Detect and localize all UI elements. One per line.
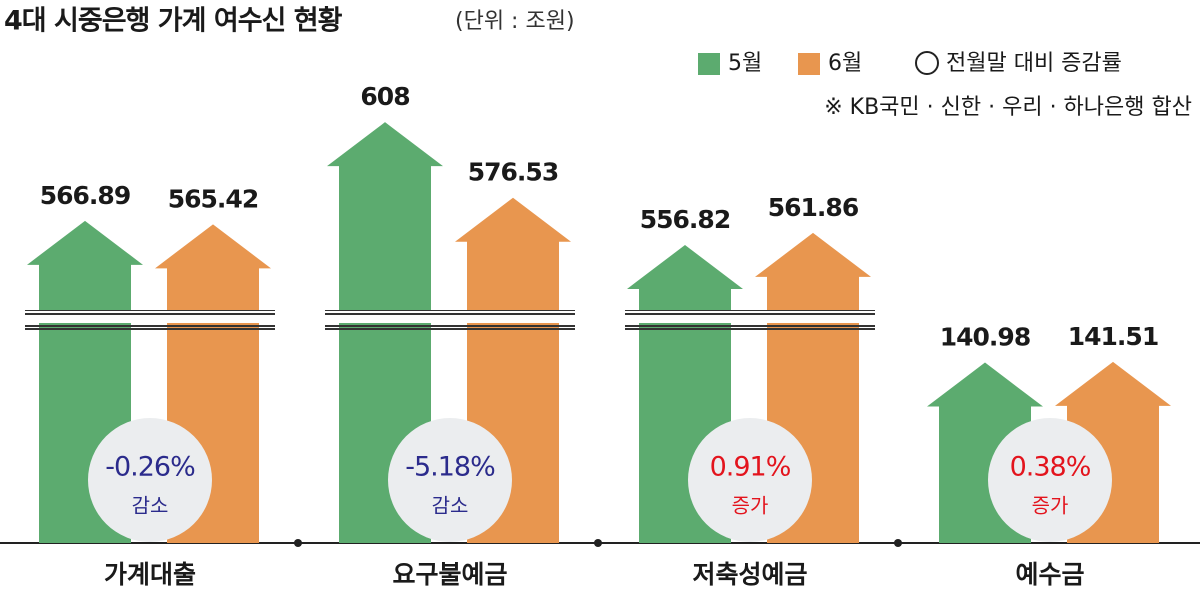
change-label: 0.38% xyxy=(1010,452,1091,483)
axis-break-gap xyxy=(324,311,576,323)
change-note: 증가 xyxy=(1032,494,1069,518)
value-label: 565.42 xyxy=(168,184,258,213)
legend-circle xyxy=(915,51,939,75)
legend-swatch xyxy=(798,53,820,75)
value-label: 576.53 xyxy=(468,158,558,187)
value-label: 566.89 xyxy=(40,181,130,210)
legend-label: 5월 xyxy=(728,51,762,76)
change-badge xyxy=(388,418,512,542)
x-tick-label: 예수금 xyxy=(1015,560,1084,589)
value-label: 561.86 xyxy=(768,193,859,222)
value-label: 556.82 xyxy=(640,205,730,234)
legend-label: 전월말 대비 증감률 xyxy=(946,51,1122,76)
change-badge xyxy=(988,418,1112,542)
x-tick-label: 가계대출 xyxy=(104,560,196,589)
change-label: 0.91% xyxy=(710,452,791,483)
change-note: 증가 xyxy=(732,494,769,518)
value-label: 608 xyxy=(360,82,409,111)
change-badge xyxy=(88,418,212,542)
note: ※ KB국민 · 신한 · 우리 · 하나은행 합산 xyxy=(824,95,1192,120)
change-label: -5.18% xyxy=(405,452,495,483)
chart-title: 4대 시중은행 가계 여수신 현황 xyxy=(4,6,343,37)
axis-break-gap xyxy=(24,311,276,323)
unit-label: (단위 : 조원) xyxy=(455,9,575,34)
separator-dot xyxy=(894,539,902,547)
x-tick-label: 요구불예금 xyxy=(392,560,507,589)
value-label: 141.51 xyxy=(1068,322,1158,351)
change-note: 감소 xyxy=(432,494,469,518)
separator-dot xyxy=(594,539,602,547)
legend-label: 6월 xyxy=(828,51,862,76)
legend-swatch xyxy=(698,53,720,75)
value-label: 140.98 xyxy=(940,323,1030,352)
change-badge xyxy=(688,418,812,542)
x-tick-label: 저축성예금 xyxy=(692,560,807,589)
separator-dot xyxy=(294,539,302,547)
change-label: -0.26% xyxy=(105,452,195,483)
axis-break-gap xyxy=(624,311,876,323)
change-note: 감소 xyxy=(132,494,169,518)
